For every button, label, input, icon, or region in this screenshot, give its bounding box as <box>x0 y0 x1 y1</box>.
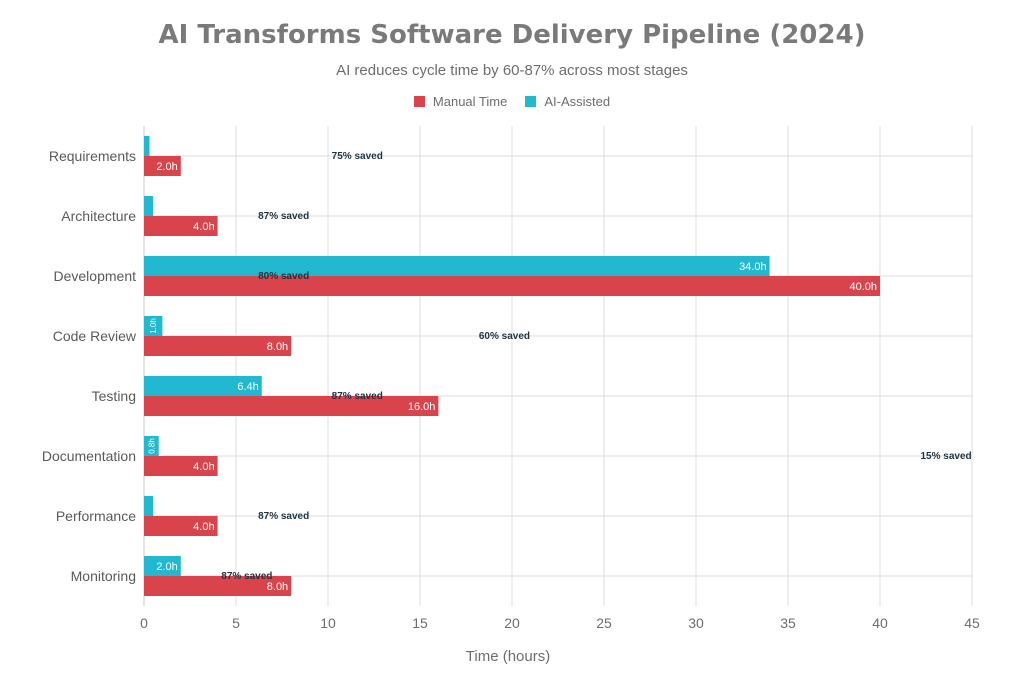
ai-assisted-bar <box>144 136 150 156</box>
x-tick-label: 5 <box>232 615 240 631</box>
legend-item-manual: Manual Time <box>413 94 508 109</box>
x-tick-label: 20 <box>504 615 520 631</box>
manual-time-value-label: 16.0h <box>408 401 436 413</box>
x-tick-label: 35 <box>780 615 796 631</box>
category-label: Development <box>54 268 137 284</box>
x-tick-label: 45 <box>964 615 980 631</box>
x-axis-title: Time (hours) <box>466 648 550 665</box>
x-tick-label: 10 <box>320 615 336 631</box>
savings-annotation: 60% saved <box>479 331 530 342</box>
manual-time-bar <box>144 396 439 416</box>
x-tick-label: 15 <box>412 615 428 631</box>
legend-swatch-manual <box>413 96 425 107</box>
legend-swatch-ai <box>525 96 537 107</box>
x-tick-label: 25 <box>596 615 612 631</box>
savings-annotation: 87% saved <box>332 391 383 402</box>
manual-time-value-label: 2.0h <box>156 161 177 173</box>
savings-annotation: 87% saved <box>258 211 309 222</box>
manual-time-bar <box>144 516 218 536</box>
chart-subtitle: AI reduces cycle time by 60-87% across m… <box>336 62 688 79</box>
category-label: Performance <box>56 508 136 524</box>
ai-assisted-value-label: 6.4h <box>237 381 258 393</box>
ai-assisted-bar <box>144 256 770 276</box>
category-label: Documentation <box>42 448 136 464</box>
category-label: Requirements <box>49 148 136 164</box>
manual-time-bar <box>144 456 218 476</box>
manual-time-value-label: 4.0h <box>193 461 214 473</box>
legend-item-ai: AI-Assisted <box>525 94 610 109</box>
x-tick-label: 30 <box>688 615 704 631</box>
ai-assisted-value-label: 34.0h <box>739 261 767 273</box>
chart-legend: Manual Time AI-Assisted <box>0 94 1024 109</box>
manual-time-value-label: 4.0h <box>193 521 214 533</box>
savings-annotation: 80% saved <box>258 271 309 282</box>
manual-time-value-label: 40.0h <box>849 281 877 293</box>
ai-assisted-bar <box>144 556 181 576</box>
ai-assisted-bar <box>144 436 159 456</box>
ai-assisted-value-label: 2.0h <box>156 561 177 573</box>
manual-time-value-label: 8.0h <box>267 581 288 593</box>
ai-assisted-bar <box>144 196 154 216</box>
manual-time-value-label: 4.0h <box>193 221 214 233</box>
category-label: Monitoring <box>71 568 136 584</box>
ai-assisted-bar <box>144 376 262 396</box>
ai-assisted-bar <box>144 496 154 516</box>
x-tick-label: 40 <box>872 615 888 631</box>
manual-time-bar <box>144 276 880 296</box>
category-label: Architecture <box>61 208 136 224</box>
legend-label-manual: Manual Time <box>432 94 508 109</box>
ai-assisted-bar <box>144 316 163 336</box>
savings-annotation: 87% saved <box>258 511 309 522</box>
savings-annotation: 15% saved <box>920 451 971 462</box>
savings-annotation: 87% saved <box>221 571 272 582</box>
manual-time-bar <box>144 216 218 236</box>
savings-annotation: 75% saved <box>332 151 383 162</box>
ai-assisted-value-label: 1.0h <box>149 318 158 334</box>
ai-assisted-value-label: 0.8h <box>147 438 156 454</box>
chart-title: AI Transforms Software Delivery Pipeline… <box>158 20 866 50</box>
manual-time-bar <box>144 336 292 356</box>
x-tick-label: 0 <box>140 615 148 631</box>
legend-label-ai: AI-Assisted <box>544 94 611 109</box>
category-label: Code Review <box>53 328 137 344</box>
manual-time-bar <box>144 156 181 176</box>
manual-time-value-label: 8.0h <box>267 341 288 353</box>
category-label: Testing <box>92 388 136 404</box>
manual-time-bar <box>144 576 292 596</box>
